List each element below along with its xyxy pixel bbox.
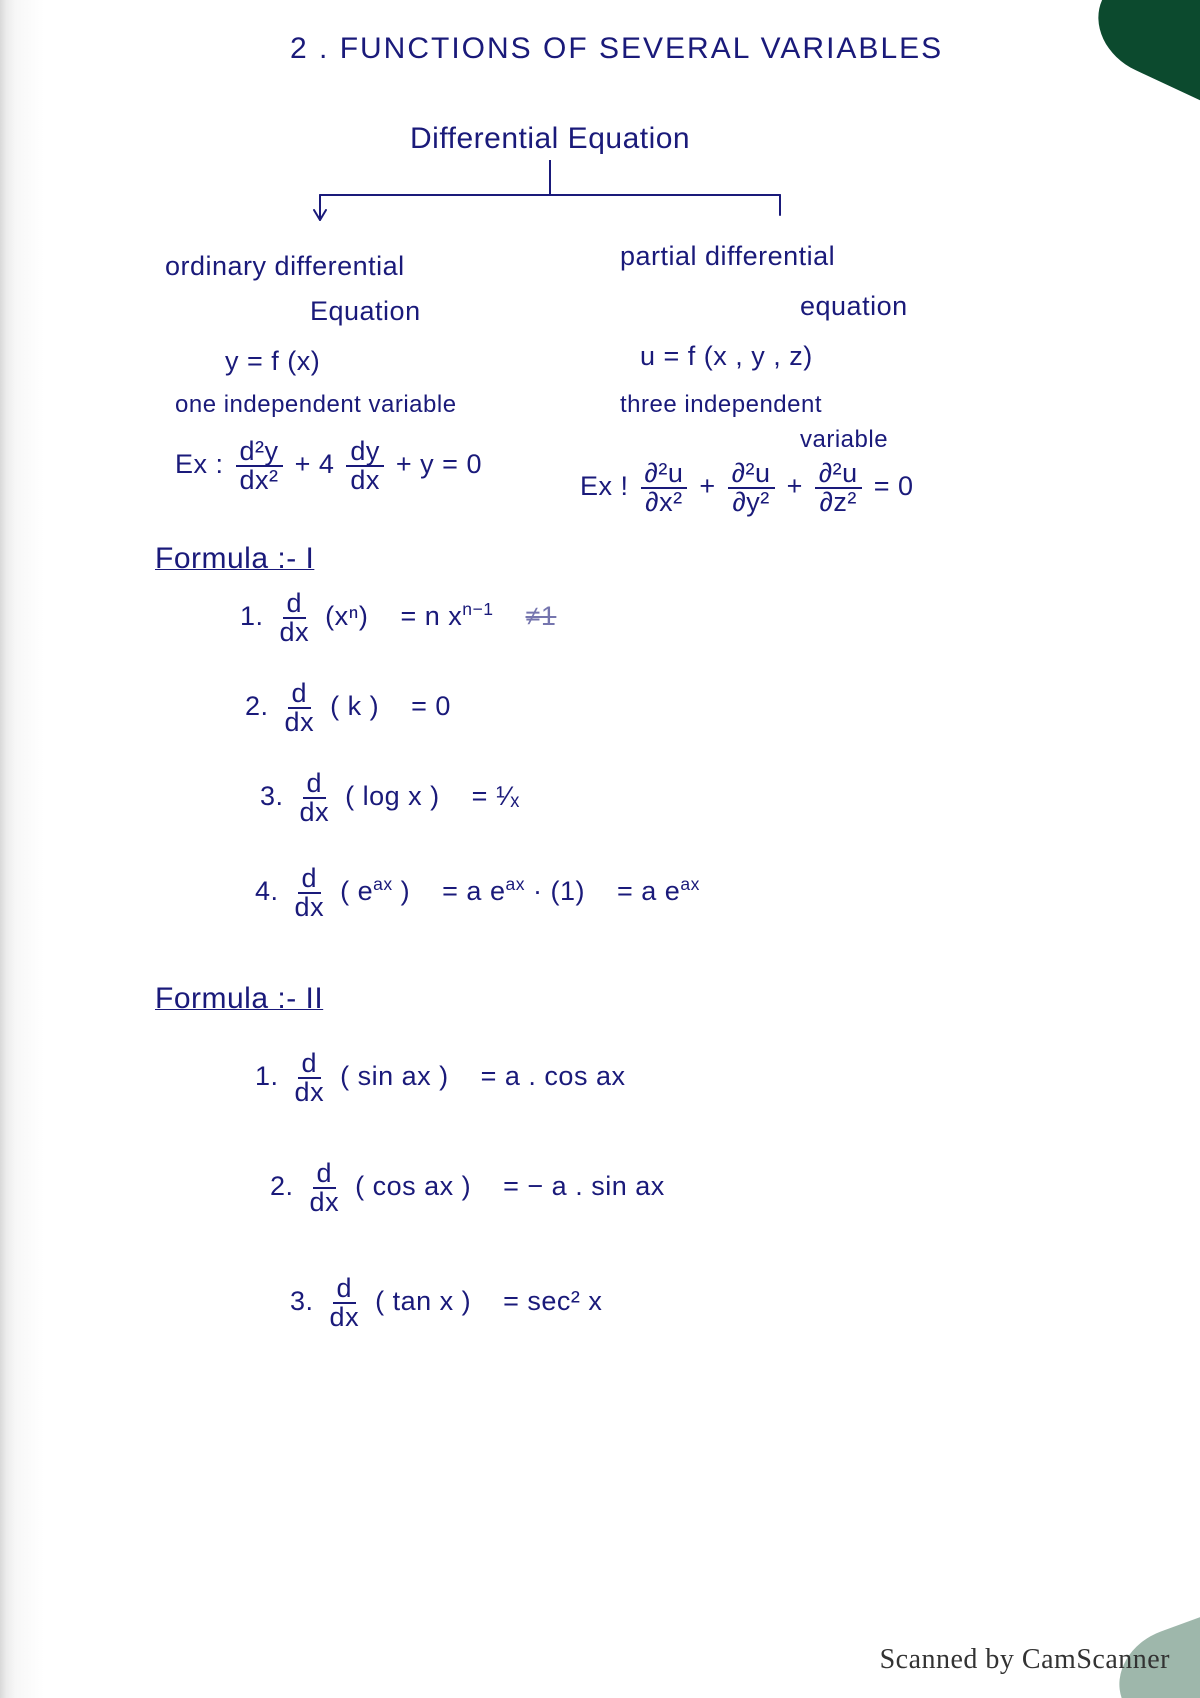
pde-note: three independent	[620, 390, 822, 420]
ode-term2-num: dy	[346, 438, 384, 467]
f2-1-dden: dx	[291, 1079, 329, 1106]
pde-t2-den: ∂y²	[728, 489, 773, 516]
f1-4-arg-close: )	[393, 876, 411, 906]
f1-3-eq: = ¹⁄ₓ	[472, 781, 520, 811]
f2-2-dden: dx	[306, 1189, 344, 1216]
pde-eq: u = f (x , y , z)	[640, 340, 813, 374]
f1-4-rhs: = a e	[617, 876, 680, 906]
formula2-heading: Formula :- II	[155, 980, 323, 1018]
f1-4-dden: dx	[291, 894, 329, 921]
f1-2-dden: dx	[281, 709, 319, 736]
f2-3-eq: = sec² x	[503, 1286, 602, 1316]
f1-2-dnum: d	[288, 680, 312, 709]
pde-heading: partial differential	[620, 240, 835, 274]
ode-term1-num: d²y	[236, 438, 283, 467]
f2-item-2: 2. d dx ( cos ax ) = − a . sin ax	[270, 1160, 665, 1216]
ode-eq: y = f (x)	[225, 345, 320, 379]
f1-4-mid: = a e	[442, 876, 505, 906]
f2-1-num: 1.	[255, 1061, 279, 1091]
f2-1-dnum: d	[298, 1050, 322, 1079]
ode-plus1: + 4	[295, 449, 343, 479]
f2-2-num: 2.	[270, 1171, 294, 1201]
ode-note: one independent variable	[175, 390, 457, 420]
f1-item-4: 4. d dx ( eax ) = a eax · (1) = a eax	[255, 865, 700, 921]
f2-1-arg: ( sin ax )	[340, 1061, 449, 1091]
f1-4-mid-tail: · (1)	[525, 876, 585, 906]
ode-tail: + y = 0	[396, 449, 482, 479]
pde-example: Ex ! ∂²u ∂x² + ∂²u ∂y² + ∂²u ∂z² = 0	[580, 460, 914, 516]
f2-2-eq: = − a . sin ax	[503, 1171, 665, 1201]
formula1-heading: Formula :- I	[155, 540, 314, 578]
f1-2-num: 2.	[245, 691, 269, 721]
pde-t3-den: ∂z²	[816, 489, 861, 516]
f1-item-2: 2. d dx ( k ) = 0	[245, 680, 451, 736]
f1-4-arg: ( e	[340, 876, 373, 906]
ex-label: Ex :	[175, 449, 224, 479]
f2-2-dnum: d	[313, 1160, 337, 1189]
f1-2-arg: ( k )	[330, 691, 379, 721]
tree-root-label: Differential Equation	[410, 120, 690, 158]
ode-heading: ordinary differential	[165, 250, 405, 284]
f1-3-arg: ( log x )	[345, 781, 440, 811]
tree-connector	[250, 160, 850, 250]
pde-note-2: variable	[800, 425, 888, 455]
pde-t1-den: ∂x²	[641, 489, 686, 516]
scanner-watermark: Scanned by CamScanner	[880, 1644, 1170, 1676]
f1-1-eq: = n x	[400, 601, 462, 631]
binding-shadow	[0, 0, 110, 1698]
pde-ex-label: Ex !	[580, 471, 629, 501]
f2-3-num: 3.	[290, 1286, 314, 1316]
formula2-heading-text: Formula :- II	[155, 982, 323, 1015]
pde-heading-2: equation	[800, 290, 908, 324]
pde-t3-num: ∂²u	[815, 460, 862, 489]
f1-1-dnum: d	[283, 590, 307, 619]
pde-t2-num: ∂²u	[728, 460, 775, 489]
f1-2-eq: = 0	[411, 691, 451, 721]
f1-item-3: 3. d dx ( log x ) = ¹⁄ₓ	[260, 770, 520, 826]
f1-item-1: 1. d dx (xⁿ) = n xn−1 ≠1	[240, 590, 556, 646]
f2-1-eq: = a . cos ax	[481, 1061, 626, 1091]
f2-item-3: 3. d dx ( tan x ) = sec² x	[290, 1275, 602, 1331]
f1-4-arg-sup: ax	[373, 874, 393, 894]
f1-1-dden: dx	[276, 619, 314, 646]
f1-4-dnum: d	[298, 865, 322, 894]
page-title: 2 . FUNCTIONS OF SEVERAL VARIABLES	[290, 30, 943, 68]
f1-3-dnum: d	[303, 770, 327, 799]
pde-t1-num: ∂²u	[641, 460, 688, 489]
f1-1-num: 1.	[240, 601, 264, 631]
f2-3-dden: dx	[326, 1304, 364, 1331]
corner-top-right	[1081, 0, 1200, 104]
ode-example: Ex : d²y dx² + 4 dy dx + y = 0	[175, 438, 482, 494]
f1-1-arg: (xⁿ)	[325, 601, 368, 631]
page: 2 . FUNCTIONS OF SEVERAL VARIABLES Diffe…	[0, 0, 1200, 1698]
ode-term1-den: dx²	[236, 467, 283, 494]
f2-3-dnum: d	[333, 1275, 357, 1304]
f1-4-mid-sup: ax	[505, 874, 525, 894]
f1-3-dden: dx	[296, 799, 334, 826]
ode-term2-den: dx	[346, 467, 384, 494]
f1-4-num: 4.	[255, 876, 279, 906]
ode-heading-2: Equation	[310, 295, 421, 329]
f1-4-rhs-sup: ax	[680, 874, 700, 894]
f2-2-arg: ( cos ax )	[355, 1171, 471, 1201]
f2-3-arg: ( tan x )	[375, 1286, 471, 1316]
f1-3-num: 3.	[260, 781, 284, 811]
pde-plus-b: +	[787, 471, 811, 501]
f1-1-strike: ≠1	[526, 601, 557, 631]
f1-1-rhs-sup: n−1	[462, 599, 493, 619]
pde-plus-a: +	[699, 471, 723, 501]
pde-eq0: = 0	[874, 471, 914, 501]
f2-item-1: 1. d dx ( sin ax ) = a . cos ax	[255, 1050, 625, 1106]
